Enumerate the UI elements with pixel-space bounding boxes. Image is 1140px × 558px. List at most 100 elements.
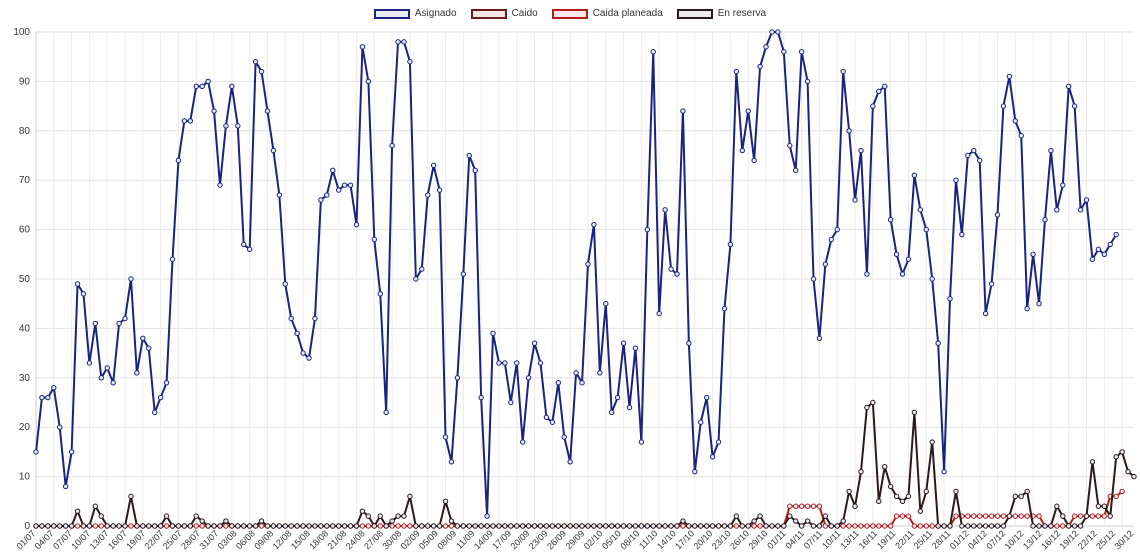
- data-point[interactable]: [140, 335, 146, 341]
- data-point[interactable]: [1119, 449, 1125, 455]
- data-point[interactable]: [846, 523, 852, 529]
- data-point[interactable]: [502, 360, 508, 366]
- data-point[interactable]: [929, 276, 935, 282]
- data-point[interactable]: [852, 197, 858, 203]
- data-point[interactable]: [882, 83, 888, 90]
- data-point[interactable]: [876, 523, 882, 529]
- data-point[interactable]: [757, 523, 763, 529]
- data-point[interactable]: [365, 523, 372, 529]
- data-point[interactable]: [98, 513, 104, 519]
- data-point[interactable]: [597, 523, 603, 529]
- data-point[interactable]: [561, 523, 567, 529]
- data-point[interactable]: [193, 83, 199, 90]
- data-point[interactable]: [1054, 503, 1060, 509]
- data-point[interactable]: [935, 340, 941, 346]
- data-point[interactable]: [982, 523, 989, 529]
- data-point[interactable]: [810, 276, 817, 282]
- data-point[interactable]: [270, 147, 277, 154]
- data-point[interactable]: [923, 523, 929, 529]
- data-point[interactable]: [146, 523, 152, 529]
- data-point[interactable]: [134, 523, 140, 529]
- data-point[interactable]: [1089, 459, 1096, 465]
- data-point[interactable]: [258, 523, 265, 529]
- data-point[interactable]: [1077, 523, 1084, 529]
- data-point[interactable]: [430, 162, 437, 169]
- data-point[interactable]: [472, 167, 478, 174]
- data-point[interactable]: [757, 513, 763, 519]
- data-point[interactable]: [86, 523, 93, 529]
- data-point[interactable]: [300, 350, 306, 356]
- data-point[interactable]: [74, 281, 81, 287]
- data-point[interactable]: [692, 468, 698, 475]
- data-point[interactable]: [959, 523, 965, 529]
- data-point[interactable]: [51, 384, 57, 391]
- data-point[interactable]: [1071, 513, 1078, 519]
- data-point[interactable]: [181, 118, 188, 124]
- data-point[interactable]: [733, 68, 740, 75]
- data-point[interactable]: [57, 424, 63, 430]
- data-point[interactable]: [567, 523, 573, 529]
- data-point[interactable]: [110, 523, 116, 529]
- data-point[interactable]: [472, 523, 478, 529]
- data-point[interactable]: [1024, 305, 1030, 312]
- data-point[interactable]: [787, 503, 793, 509]
- data-point[interactable]: [490, 523, 496, 529]
- data-point[interactable]: [1042, 523, 1048, 529]
- data-point[interactable]: [941, 523, 947, 529]
- data-point[interactable]: [371, 236, 378, 243]
- data-point[interactable]: [834, 523, 840, 529]
- data-point[interactable]: [490, 330, 496, 337]
- data-point[interactable]: [887, 523, 894, 529]
- data-point[interactable]: [45, 523, 51, 529]
- data-point[interactable]: [258, 518, 265, 524]
- data-point[interactable]: [383, 409, 389, 416]
- data-point[interactable]: [638, 439, 645, 445]
- data-point[interactable]: [51, 523, 57, 529]
- data-point[interactable]: [80, 523, 87, 529]
- data-point[interactable]: [757, 63, 763, 70]
- data-point[interactable]: [246, 246, 253, 253]
- data-point[interactable]: [1006, 513, 1013, 519]
- data-point[interactable]: [893, 493, 900, 500]
- data-point[interactable]: [680, 523, 686, 529]
- data-point[interactable]: [1101, 503, 1108, 509]
- data-point[interactable]: [460, 271, 467, 277]
- legend-item-caido[interactable]: Caido: [470, 8, 538, 19]
- data-point[interactable]: [899, 271, 906, 277]
- data-point[interactable]: [318, 197, 324, 203]
- data-point[interactable]: [781, 49, 787, 55]
- data-point[interactable]: [965, 513, 971, 519]
- data-point[interactable]: [276, 192, 283, 198]
- data-point[interactable]: [816, 503, 823, 509]
- data-point[interactable]: [911, 172, 918, 178]
- data-point[interactable]: [787, 513, 793, 519]
- data-point[interactable]: [395, 523, 401, 529]
- data-point[interactable]: [1018, 513, 1024, 519]
- data-point[interactable]: [893, 251, 900, 258]
- data-point[interactable]: [389, 142, 395, 149]
- data-point[interactable]: [609, 523, 615, 529]
- data-point[interactable]: [223, 123, 229, 129]
- data-point[interactable]: [359, 523, 366, 529]
- data-point[interactable]: [122, 315, 128, 322]
- data-point[interactable]: [157, 394, 164, 401]
- data-point[interactable]: [781, 523, 787, 529]
- data-point[interactable]: [1012, 513, 1018, 519]
- data-point[interactable]: [585, 261, 591, 267]
- data-point[interactable]: [573, 523, 579, 529]
- data-point[interactable]: [146, 345, 152, 351]
- data-point[interactable]: [508, 523, 514, 529]
- data-point[interactable]: [68, 449, 75, 455]
- data-point[interactable]: [727, 523, 734, 529]
- data-point[interactable]: [840, 68, 846, 75]
- data-point[interactable]: [721, 523, 728, 529]
- data-point[interactable]: [359, 44, 366, 50]
- data-point[interactable]: [252, 58, 259, 65]
- data-point[interactable]: [199, 523, 205, 529]
- data-point[interactable]: [318, 523, 324, 529]
- data-point[interactable]: [187, 523, 194, 529]
- data-point[interactable]: [193, 523, 199, 529]
- data-point[interactable]: [923, 226, 929, 233]
- data-point[interactable]: [258, 68, 265, 75]
- data-point[interactable]: [976, 513, 983, 519]
